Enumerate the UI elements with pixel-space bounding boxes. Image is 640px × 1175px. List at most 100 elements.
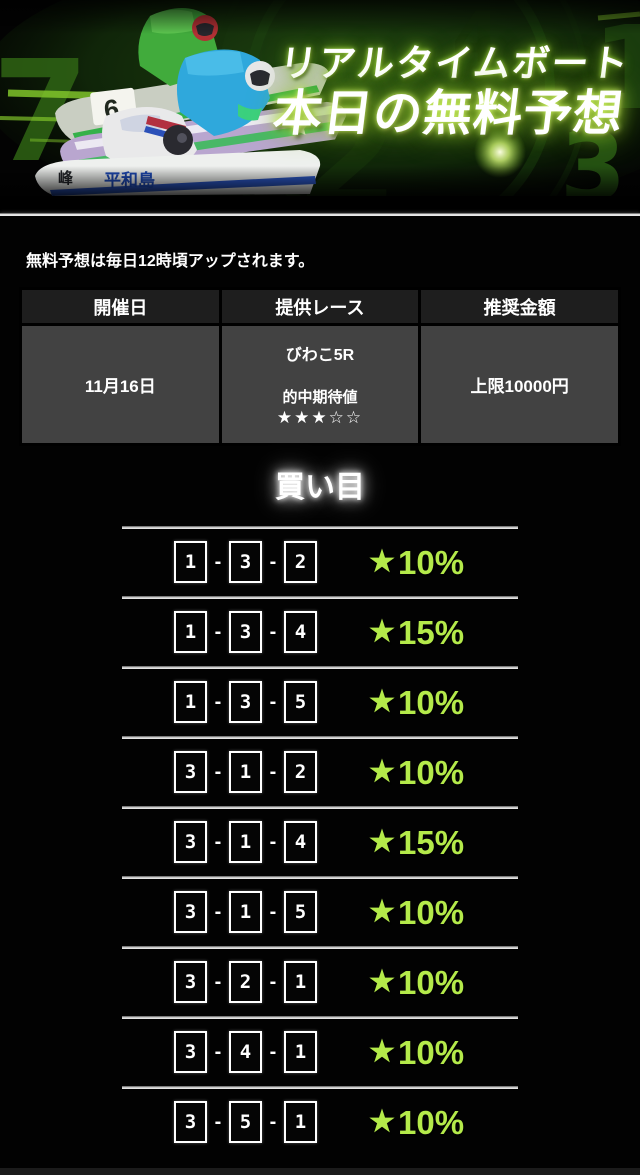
star-icon: ★	[369, 545, 395, 578]
percent-value: 10%	[398, 893, 465, 931]
racer-cyan	[176, 49, 275, 136]
light-flare	[474, 126, 526, 178]
bet-number-box: 5	[229, 1101, 262, 1143]
star-icon: ★	[369, 965, 395, 998]
bet-row: 3 - 1 - 2 ★ 10%	[122, 735, 518, 806]
bet-percentage: ★ 10%	[369, 896, 464, 929]
bet-row: 3 - 1 - 4 ★ 15%	[122, 805, 518, 876]
bet-percentage: ★ 10%	[369, 686, 464, 719]
col-header-race: 提供レース	[218, 287, 422, 326]
dash-separator: -	[269, 1040, 277, 1063]
percent-value: 15%	[398, 823, 465, 861]
bet-number-box: 4	[284, 611, 317, 653]
expectation-label: 的中期待値	[282, 388, 358, 406]
percent-value: 10%	[398, 1033, 465, 1071]
dash-separator: -	[214, 620, 222, 643]
bet-number-box: 2	[229, 961, 262, 1003]
site-title: リアルタイムボート	[277, 43, 633, 84]
dash-separator: -	[269, 550, 277, 573]
bet-number-box: 1	[174, 541, 207, 583]
bet-number-box: 3	[174, 1101, 207, 1143]
hero-titles: リアルタイムボート 本日の無料予想	[270, 43, 633, 141]
star-icon: ★	[369, 895, 395, 928]
prediction-info-table: 開催日 提供レース 推奨金額 11月16日 びわこ5R 的中期待値 ★★★☆☆ …	[19, 287, 621, 446]
bet-row: 3 - 1 - 5 ★ 10%	[122, 875, 518, 946]
bet-combination: 3 - 1 - 4	[174, 821, 317, 863]
bet-number-box: 3	[229, 541, 262, 583]
bet-number-box: 3	[174, 751, 207, 793]
bet-row: 1 - 3 - 4 ★ 15%	[122, 595, 518, 666]
bet-number-box: 1	[284, 1101, 317, 1143]
dash-separator: -	[269, 760, 277, 783]
col-header-amount: 推奨金額	[418, 287, 621, 326]
percent-value: 10%	[398, 683, 465, 721]
col-header-date: 開催日	[19, 287, 222, 326]
row-divider	[122, 665, 518, 669]
row-divider	[122, 945, 518, 949]
bet-number-box: 3	[229, 611, 262, 653]
bet-combination: 3 - 2 - 1	[174, 961, 317, 1003]
star-icon: ★	[369, 755, 395, 788]
bet-percentage: ★ 10%	[369, 756, 464, 789]
bet-number-box: 3	[174, 961, 207, 1003]
row-divider	[122, 805, 518, 809]
dash-separator: -	[214, 760, 222, 783]
bet-number-box: 2	[284, 751, 317, 793]
row-divider	[122, 525, 518, 529]
bet-number-box: 4	[229, 1031, 262, 1073]
dash-separator: -	[214, 550, 222, 573]
race-cell: びわこ5R 的中期待値 ★★★☆☆	[218, 323, 422, 446]
dash-separator: -	[269, 970, 277, 993]
row-divider	[122, 1085, 518, 1089]
bet-percentage: ★ 15%	[369, 616, 464, 649]
recommended-amount: 上限10000円	[418, 323, 621, 446]
dash-separator: -	[214, 830, 222, 853]
star-icon: ★	[369, 825, 395, 858]
bet-row: 3 - 5 - 1 ★ 10%	[122, 1085, 518, 1156]
table-row: 11月16日 びわこ5R 的中期待値 ★★★☆☆ 上限10000円	[19, 323, 621, 446]
bet-combination: 3 - 1 - 5	[174, 891, 317, 933]
dash-separator: -	[214, 1110, 222, 1133]
row-divider	[122, 735, 518, 739]
star-icon: ★	[369, 1105, 395, 1138]
bet-combination: 3 - 1 - 2	[174, 751, 317, 793]
header-divider	[0, 213, 640, 216]
bet-combination: 1 - 3 - 4	[174, 611, 317, 653]
bet-list: 1 - 3 - 2 ★ 10% 1 -	[122, 525, 518, 1156]
dash-separator: -	[269, 900, 277, 923]
bet-row: 1 - 3 - 5 ★ 10%	[122, 665, 518, 736]
bet-number-box: 3	[174, 891, 207, 933]
bet-number-box: 5	[284, 891, 317, 933]
bet-row: 3 - 4 - 1 ★ 10%	[122, 1015, 518, 1086]
dash-separator: -	[214, 900, 222, 923]
bet-combination: 1 - 3 - 5	[174, 681, 317, 723]
dash-separator: -	[214, 690, 222, 713]
bet-percentage: ★ 10%	[369, 966, 464, 999]
bet-number-box: 3	[174, 1031, 207, 1073]
bet-row: 1 - 3 - 2 ★ 10%	[122, 525, 518, 596]
event-date: 11月16日	[19, 323, 222, 446]
bet-number-box: 1	[284, 961, 317, 1003]
bet-percentage: ★ 10%	[369, 1036, 464, 1069]
dash-separator: -	[269, 620, 277, 643]
bet-combination: 1 - 3 - 2	[174, 541, 317, 583]
expectation-star-rating: ★★★☆☆	[276, 407, 364, 427]
percent-value: 15%	[398, 613, 465, 651]
star-icon: ★	[369, 615, 395, 648]
boat-race-photo: 1 2 3 7 4 6	[0, 0, 640, 196]
percent-value: 10%	[398, 1103, 465, 1141]
header-gap	[0, 196, 640, 213]
percent-value: 10%	[398, 963, 465, 1001]
bet-number-box: 5	[284, 681, 317, 723]
dash-separator: -	[269, 690, 277, 713]
percent-value: 10%	[398, 753, 465, 791]
star-icon: ★	[369, 1035, 395, 1068]
page-title: 本日の無料予想	[270, 86, 627, 141]
bet-number-box: 1	[229, 751, 262, 793]
bet-percentage: ★ 10%	[369, 546, 464, 579]
bet-number-box: 3	[174, 821, 207, 863]
bet-percentage: ★ 10%	[369, 1106, 464, 1139]
main-content: 無料予想は毎日12時頃アップされます。 開催日 提供レース 推奨金額 11月16…	[0, 216, 640, 1168]
buy-section-title: 買い目	[275, 471, 365, 504]
